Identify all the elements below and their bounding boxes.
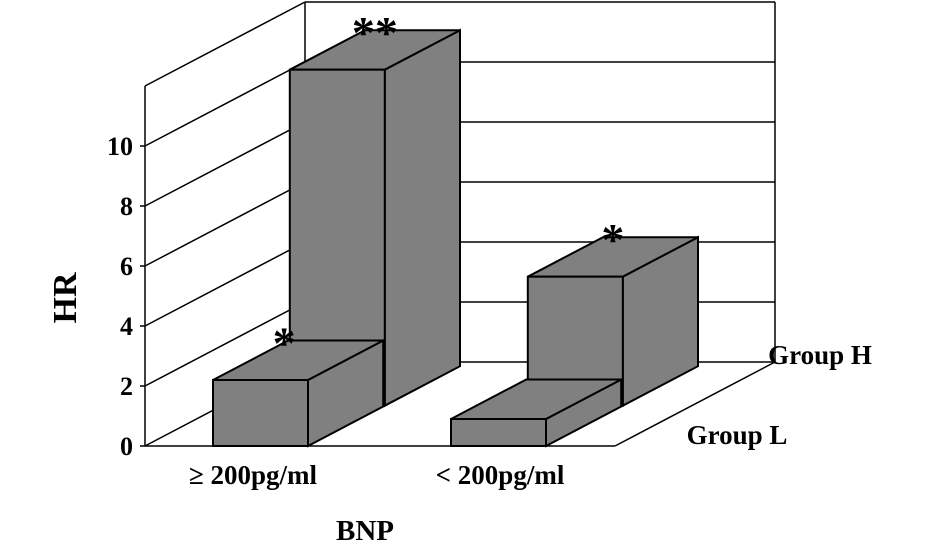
chart-bars: [212, 28, 699, 448]
series-label: Group H: [768, 340, 872, 370]
bar-group-l-1: [212, 338, 385, 448]
gridline-left-wall: [144, 61, 306, 147]
significance-mark: *: [273, 318, 296, 369]
significance-mark: *: [601, 214, 624, 265]
bar-side-face: [383, 28, 461, 408]
gridline-left-wall: [144, 121, 306, 207]
significance-mark: **: [352, 7, 398, 58]
y-tick-label: 4: [120, 312, 133, 341]
y-tick-label: 6: [120, 252, 133, 281]
y-tick-label: 0: [120, 432, 133, 461]
x-axis-label: BNP: [336, 515, 394, 547]
x-category-label: ≥ 200pg/ml: [189, 460, 318, 490]
y-axis-label: HR: [47, 272, 84, 323]
floor-right-edge: [614, 361, 776, 447]
y-tick-label: 10: [107, 132, 133, 161]
x-category-label: < 200pg/ml: [436, 460, 565, 490]
gridline-left-wall: [144, 241, 306, 327]
gridline-left-wall: [144, 301, 306, 387]
bar-front-face: [450, 418, 547, 447]
bar-front-face: [212, 379, 309, 447]
y-tick-label: 2: [120, 372, 133, 401]
series-label: Group L: [687, 420, 788, 450]
gridline-left-wall: [144, 1, 306, 87]
bar-group-l-2: [450, 377, 623, 448]
gridline-left-wall: [144, 181, 306, 267]
y-tick-label: 8: [120, 192, 133, 221]
